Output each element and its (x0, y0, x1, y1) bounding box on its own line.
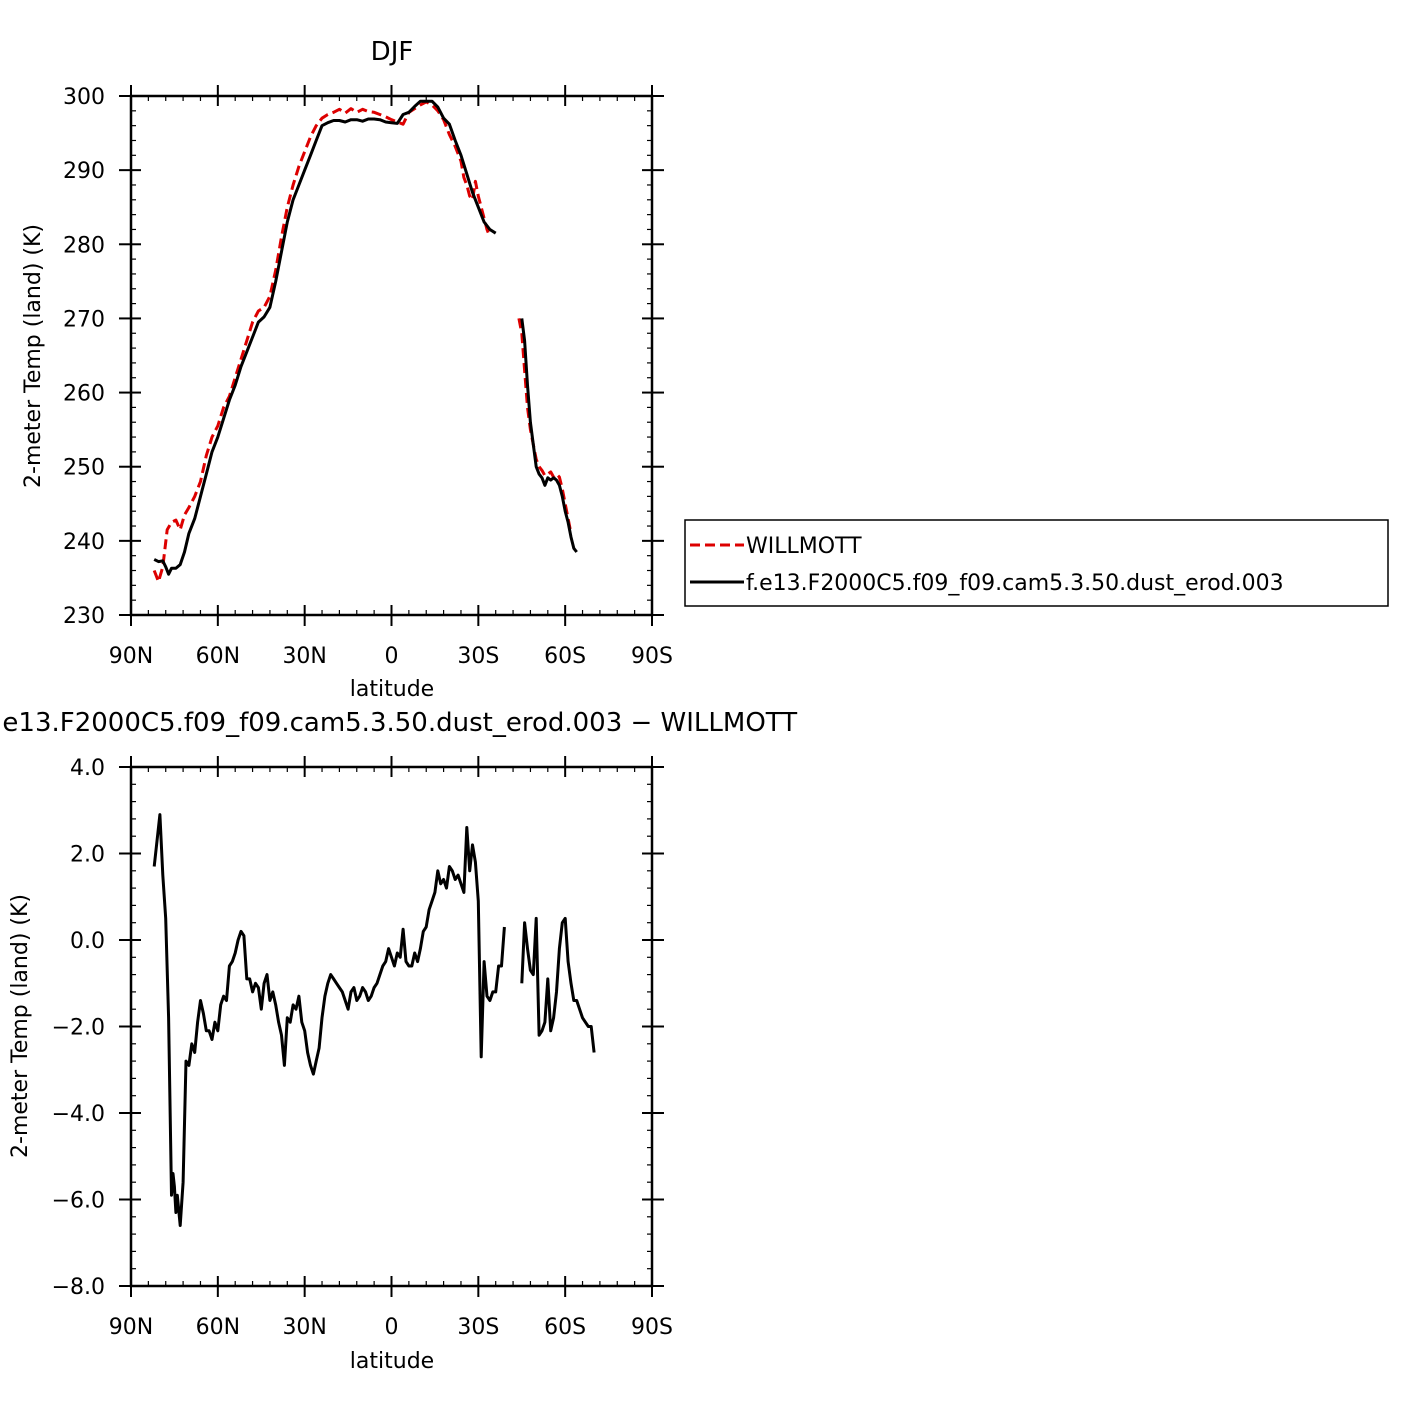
bottom-chart-series-0-line-segment (152, 813, 506, 1227)
bottom-chart-x-tick-label: 30S (457, 1315, 499, 1340)
top-chart-y-tick-label: 250 (63, 456, 105, 481)
bottom-chart: f.e13.F2000C5.f09_f09.cam5.3.50.dust_ero… (0, 708, 797, 1374)
top-chart-x-tick-label: 30N (282, 644, 326, 669)
top-chart-y-tick-label: 300 (63, 85, 105, 110)
bottom-chart-x-tick-label: 0 (385, 1315, 399, 1340)
bottom-chart-ylabel: 2-meter Temp (land) (K) (8, 894, 33, 1158)
bottom-chart-y-tick-label: 4.0 (70, 756, 105, 781)
top-chart-x-tick-label: 90S (631, 644, 673, 669)
bottom-chart-series-0-line-segment (520, 916, 596, 1053)
bottom-chart-y-tick-label: 0.0 (70, 929, 105, 954)
bottom-chart-plot-frame (129, 765, 654, 1288)
top-chart-series-1-line-segment (520, 318, 578, 553)
top-chart-y-tick-label: 280 (63, 233, 105, 258)
top-chart-title: DJF (371, 37, 414, 67)
legend: WILLMOTT f.e13.F2000C5.f09_f09.cam5.3.50… (684, 519, 1389, 607)
bottom-chart-y-tick-label: 2.0 (70, 843, 105, 868)
legend-label-willmott: WILLMOTT (746, 534, 862, 559)
top-chart-y-tick-label: 290 (63, 159, 105, 184)
top-chart-series-layer (152, 99, 578, 584)
bottom-chart-x-tick-label: 60S (544, 1315, 586, 1340)
top-chart-x-tick-label: 60N (196, 644, 240, 669)
bottom-chart-x-tick-label: 90N (109, 1315, 153, 1340)
top-chart-y-tick-label: 240 (63, 530, 105, 555)
legend-label-model: f.e13.F2000C5.f09_f09.cam5.3.50.dust_ero… (746, 571, 1284, 596)
top-chart-x-tick-label: 0 (385, 644, 399, 669)
bottom-chart-y-tick-label: −8.0 (52, 1275, 105, 1300)
top-chart-y-tick-label: 260 (63, 382, 105, 407)
top-chart-x-tick-label: 60S (544, 644, 586, 669)
bottom-chart-x-tick-label: 90S (631, 1315, 673, 1340)
bottom-chart-series-layer (152, 813, 596, 1227)
bottom-chart-title: f.e13.F2000C5.f09_f09.cam5.3.50.dust_ero… (0, 708, 797, 738)
top-chart-ylabel: 2-meter Temp (land) (K) (21, 224, 46, 488)
bottom-chart-x-tick-label: 60N (196, 1315, 240, 1340)
top-chart-plot-frame (129, 94, 654, 617)
bottom-chart-axes-layer: 90N 60N 30N 0 30S 60S 90S −8.0 −6.0 −4.0 −2.0 0.0 2.… (52, 756, 673, 1340)
bottom-chart-xlabel: latitude (350, 1349, 434, 1374)
top-chart-y-tick-label: 270 (63, 307, 105, 332)
top-chart-x-tick-label: 90N (109, 644, 153, 669)
top-chart-series-1-line-segment (153, 99, 497, 576)
bottom-chart-y-tick-label: −6.0 (52, 1189, 105, 1214)
bottom-chart-x-tick-label: 30N (282, 1315, 326, 1340)
top-chart: DJF 90N 60N 30N 0 30S 60S 90S 230 240 250 260 270 28… (21, 37, 673, 702)
bottom-chart-y-tick-label: −4.0 (52, 1102, 105, 1127)
top-chart-y-tick-label: 230 (63, 604, 105, 629)
legend-box (684, 519, 1389, 607)
top-chart-axes-layer: 90N 60N 30N 0 30S 60S 90S 230 240 250 260 270 280 290… (63, 85, 673, 669)
top-chart-xlabel: latitude (350, 677, 434, 702)
top-chart-series-0-line-segment (152, 100, 492, 584)
bottom-chart-y-tick-label: −2.0 (52, 1016, 105, 1041)
top-chart-x-tick-label: 30S (457, 644, 499, 669)
